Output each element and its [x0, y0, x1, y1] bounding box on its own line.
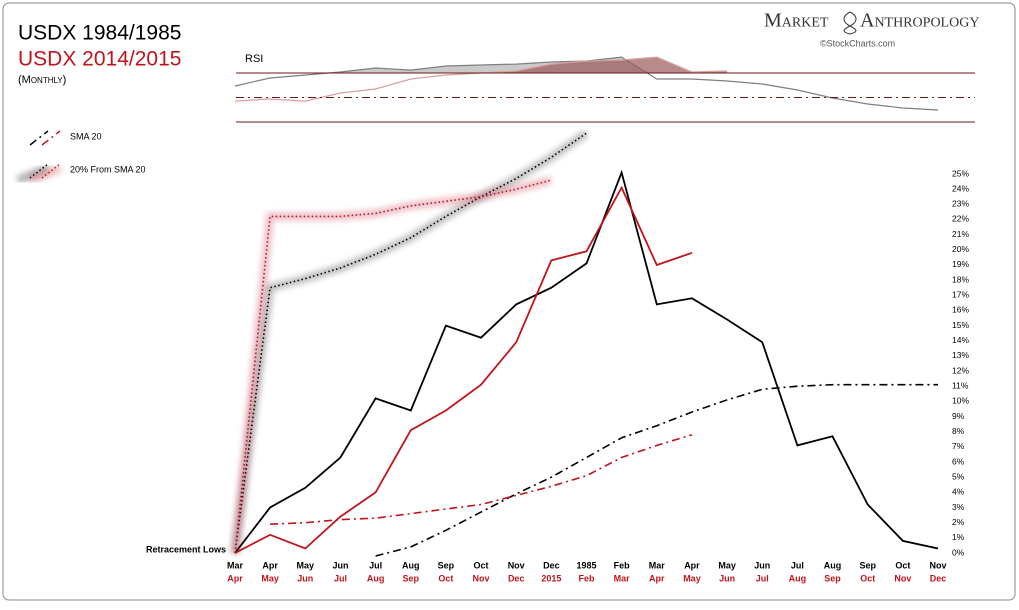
y-tick-label: 13%: [952, 350, 969, 360]
legend-swatch: [29, 130, 49, 146]
y-tick-label: 5%: [952, 471, 965, 481]
x-tick-label-2: Jul: [334, 573, 347, 583]
x-tick-label: Mar: [227, 560, 244, 570]
y-tick-label: 20%: [952, 244, 969, 254]
legend-swatch: [41, 130, 61, 146]
x-tick-label-2: Oct: [860, 573, 875, 583]
x-tick-label-2: Dec: [930, 573, 947, 583]
x-tick-label-2: Apr: [649, 573, 665, 583]
x-tick-label-2: Nov: [894, 573, 911, 583]
brand: Market: [764, 10, 829, 32]
y-tick-label: 10%: [952, 396, 969, 406]
y-tick-label: 15%: [952, 320, 969, 330]
x-tick-label-2: Mar: [614, 573, 631, 583]
line: [234, 185, 693, 554]
rsi-label: RSI: [245, 53, 263, 65]
y-tick-label: 16%: [952, 305, 969, 315]
x-tick-label-2: 2015: [541, 573, 561, 583]
x-tick-label: Sep: [438, 560, 455, 570]
x-tick-label: May: [297, 560, 315, 570]
y-tick-label: 1%: [952, 532, 965, 542]
x-tick-label: Aug: [402, 560, 420, 570]
x-tick-label: Mar: [649, 560, 666, 570]
x-tick-label-2: Jul: [756, 573, 769, 583]
title: USDX 1984/1985: [18, 22, 181, 45]
sma-line: [234, 132, 587, 554]
source: ©StockCharts.com: [820, 38, 895, 48]
legend-glow: [28, 164, 62, 184]
annotation: Retracement Lows: [146, 544, 226, 554]
y-tick-label: 18%: [952, 274, 969, 284]
y-tick-label: 17%: [952, 290, 969, 300]
legend-label: 20% From SMA 20: [70, 164, 146, 174]
y-tick-label: 3%: [952, 502, 965, 512]
x-tick-label-2: Feb: [578, 573, 595, 583]
x-tick-label-2: Jun: [297, 573, 313, 583]
x-tick-label-2: May: [683, 573, 701, 583]
y-tick-label: 12%: [952, 365, 969, 375]
x-tick-label: Sep: [859, 560, 876, 570]
x-tick-label: Oct: [895, 560, 910, 570]
title-2: USDX 2014/2015: [18, 48, 181, 71]
x-tick-label: Nov: [929, 560, 946, 570]
x-tick-label: 1985: [576, 560, 596, 570]
legend-glow: [16, 164, 50, 184]
x-tick-label: Apr: [262, 560, 278, 570]
y-tick-label: 19%: [952, 259, 969, 269]
y-tick-label: 2%: [952, 517, 965, 527]
frame: [2, 2, 1016, 601]
x-tick-label: Nov: [508, 560, 525, 570]
x-tick-label: Aug: [824, 560, 842, 570]
x-tick-label: Jun: [332, 560, 348, 570]
sma-line: [375, 383, 938, 557]
x-tick-label: Oct: [474, 560, 489, 570]
x-tick-label-2: May: [261, 573, 279, 583]
brand: Anthropology: [860, 10, 979, 32]
y-tick-label: 24%: [952, 183, 969, 193]
x-tick-label: Feb: [614, 560, 631, 570]
x-tick-label-2: Apr: [227, 573, 243, 583]
x-tick-label: Jun: [754, 560, 770, 570]
sma-line: [234, 179, 552, 554]
y-tick-label: 25%: [952, 168, 969, 178]
y-tick-label: 22%: [952, 214, 969, 224]
line: [234, 169, 939, 554]
x-tick-label: Jul: [791, 560, 804, 570]
x-tick-label: Dec: [543, 560, 560, 570]
x-tick-label: Apr: [684, 560, 700, 570]
legend-label: SMA 20: [70, 131, 102, 141]
y-tick-label: 9%: [952, 411, 965, 421]
subtitle: (Monthly): [18, 74, 66, 86]
x-tick-label-2: Sep: [402, 573, 419, 583]
x-tick-label-2: Aug: [367, 573, 385, 583]
x-tick-label-2: Jun: [719, 573, 735, 583]
y-tick-label: 11%: [952, 380, 969, 390]
y-tick-label: 7%: [952, 441, 965, 451]
y-tick-label: 6%: [952, 456, 965, 466]
x-tick-label-2: Dec: [508, 573, 525, 583]
y-tick-label: 21%: [952, 229, 969, 239]
x-tick-label: May: [718, 560, 736, 570]
x-tick-label: Jul: [369, 560, 382, 570]
y-tick-label: 4%: [952, 487, 965, 497]
y-tick-label: 8%: [952, 426, 965, 436]
sma-line: [270, 434, 693, 525]
x-tick-label-2: Aug: [789, 573, 807, 583]
x-tick-label-2: Nov: [473, 573, 490, 583]
y-tick-label: 0%: [952, 547, 965, 557]
brand-icon: [843, 11, 857, 35]
x-tick-label-2: Oct: [438, 573, 453, 583]
y-tick-label: 23%: [952, 199, 969, 209]
x-tick-label-2: Sep: [824, 573, 841, 583]
y-tick-label: 14%: [952, 335, 969, 345]
